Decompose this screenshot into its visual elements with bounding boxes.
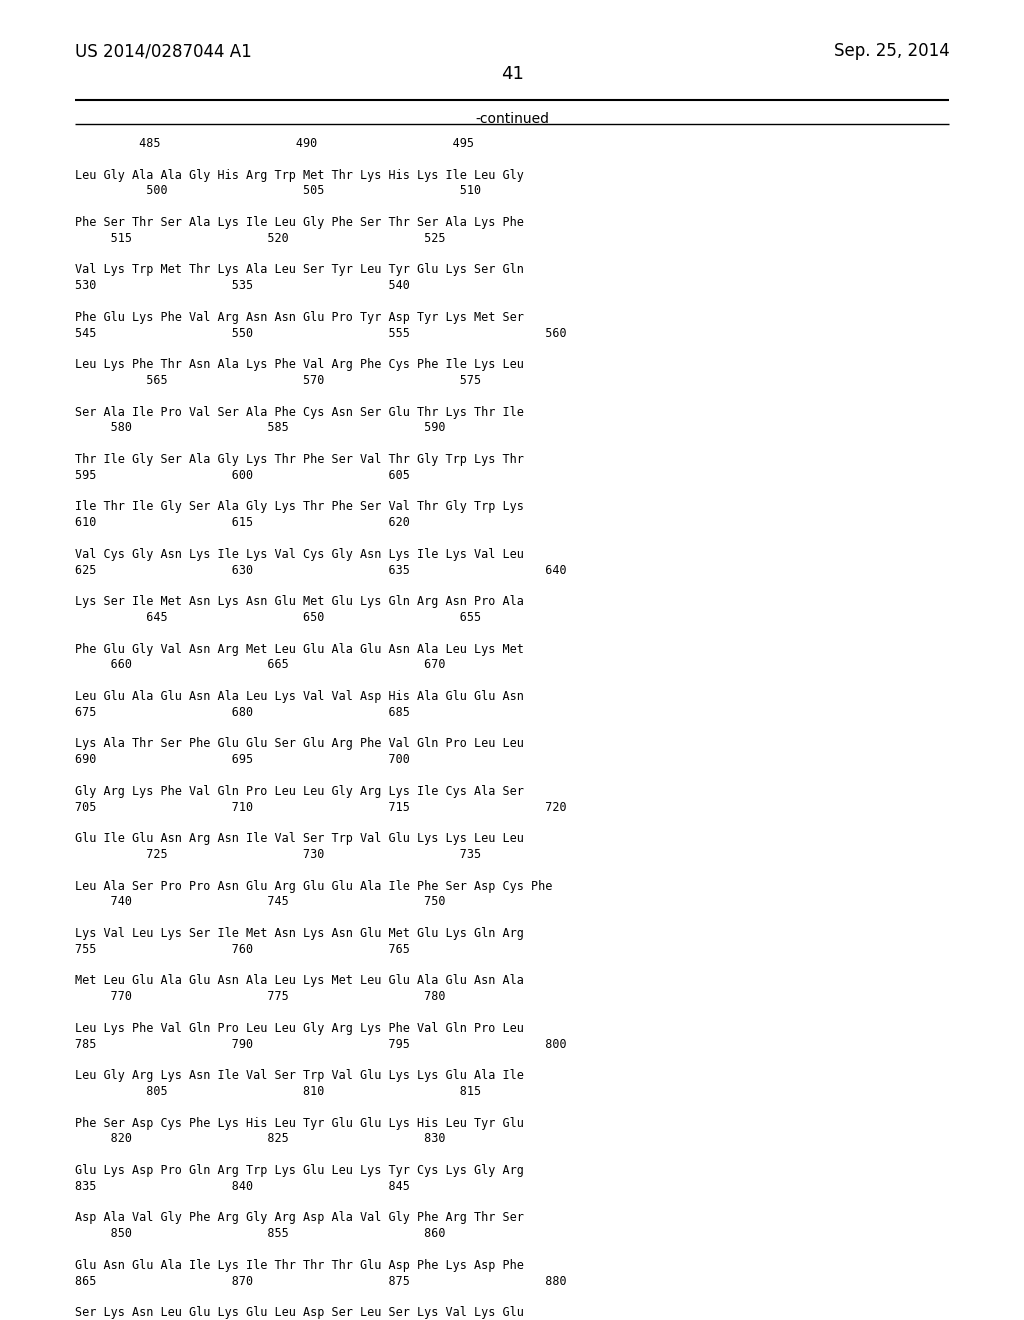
Text: 675                   680                   685: 675 680 685	[75, 706, 410, 719]
Text: 805                   810                   815: 805 810 815	[75, 1085, 481, 1098]
Text: Phe Ser Asp Cys Phe Lys His Leu Tyr Glu Glu Lys His Leu Tyr Glu: Phe Ser Asp Cys Phe Lys His Leu Tyr Glu …	[75, 1117, 524, 1130]
Text: US 2014/0287044 A1: US 2014/0287044 A1	[75, 42, 252, 59]
Text: Glu Lys Asp Pro Gln Arg Trp Lys Glu Leu Lys Tyr Cys Lys Gly Arg: Glu Lys Asp Pro Gln Arg Trp Lys Glu Leu …	[75, 1164, 524, 1177]
Text: 740                   745                   750: 740 745 750	[75, 895, 445, 908]
Text: 515                   520                   525: 515 520 525	[75, 232, 445, 244]
Text: 660                   665                   670: 660 665 670	[75, 659, 445, 672]
Text: Leu Lys Phe Val Gln Pro Leu Leu Gly Arg Lys Phe Val Gln Pro Leu: Leu Lys Phe Val Gln Pro Leu Leu Gly Arg …	[75, 1022, 524, 1035]
Text: Leu Gly Arg Lys Asn Ile Val Ser Trp Val Glu Lys Lys Glu Ala Ile: Leu Gly Arg Lys Asn Ile Val Ser Trp Val …	[75, 1069, 524, 1082]
Text: Glu Asn Glu Ala Ile Lys Ile Thr Thr Thr Glu Asp Phe Lys Asp Phe: Glu Asn Glu Ala Ile Lys Ile Thr Thr Thr …	[75, 1259, 524, 1271]
Text: Glu Ile Glu Asn Arg Asn Ile Val Ser Trp Val Glu Lys Lys Leu Leu: Glu Ile Glu Asn Arg Asn Ile Val Ser Trp …	[75, 832, 524, 845]
Text: 835                   840                   845: 835 840 845	[75, 1180, 410, 1193]
Text: Ser Ala Ile Pro Val Ser Ala Phe Cys Asn Ser Glu Thr Lys Thr Ile: Ser Ala Ile Pro Val Ser Ala Phe Cys Asn …	[75, 405, 524, 418]
Text: Leu Gly Ala Ala Gly His Arg Trp Met Thr Lys His Lys Ile Leu Gly: Leu Gly Ala Ala Gly His Arg Trp Met Thr …	[75, 169, 524, 182]
Text: Phe Ser Thr Ser Ala Lys Ile Leu Gly Phe Ser Thr Ser Ala Lys Phe: Phe Ser Thr Ser Ala Lys Ile Leu Gly Phe …	[75, 216, 524, 228]
Text: Phe Glu Lys Phe Val Arg Asn Asn Glu Pro Tyr Asp Tyr Lys Met Ser: Phe Glu Lys Phe Val Arg Asn Asn Glu Pro …	[75, 310, 524, 323]
Text: Ser Lys Asn Leu Glu Lys Glu Leu Asp Ser Leu Ser Lys Val Lys Glu: Ser Lys Asn Leu Glu Lys Glu Leu Asp Ser …	[75, 1307, 524, 1319]
Text: 820                   825                   830: 820 825 830	[75, 1133, 445, 1146]
Text: Lys Ser Ile Met Asn Lys Asn Glu Met Glu Lys Gln Arg Asn Pro Ala: Lys Ser Ile Met Asn Lys Asn Glu Met Glu …	[75, 595, 524, 609]
Text: Leu Lys Phe Thr Asn Ala Lys Phe Val Arg Phe Cys Phe Ile Lys Leu: Leu Lys Phe Thr Asn Ala Lys Phe Val Arg …	[75, 358, 524, 371]
Text: 645                   650                   655: 645 650 655	[75, 611, 481, 624]
Text: Val Lys Trp Met Thr Lys Ala Leu Ser Tyr Leu Tyr Glu Lys Ser Gln: Val Lys Trp Met Thr Lys Ala Leu Ser Tyr …	[75, 264, 524, 276]
Text: 41: 41	[501, 65, 523, 83]
Text: 755                   760                   765: 755 760 765	[75, 942, 410, 956]
Text: 770                   775                   780: 770 775 780	[75, 990, 445, 1003]
Text: Lys Ala Thr Ser Phe Glu Glu Ser Glu Arg Phe Val Gln Pro Leu Leu: Lys Ala Thr Ser Phe Glu Glu Ser Glu Arg …	[75, 738, 524, 750]
Text: Thr Ile Gly Ser Ala Gly Lys Thr Phe Ser Val Thr Gly Trp Lys Thr: Thr Ile Gly Ser Ala Gly Lys Thr Phe Ser …	[75, 453, 524, 466]
Text: 705                   710                   715                   720: 705 710 715 720	[75, 801, 566, 813]
Text: 610                   615                   620: 610 615 620	[75, 516, 410, 529]
Text: Met Leu Glu Ala Glu Asn Ala Leu Lys Met Leu Glu Ala Glu Asn Ala: Met Leu Glu Ala Glu Asn Ala Leu Lys Met …	[75, 974, 524, 987]
Text: 565                   570                   575: 565 570 575	[75, 374, 481, 387]
Text: 850                   855                   860: 850 855 860	[75, 1228, 445, 1241]
Text: 485                   490                   495: 485 490 495	[75, 137, 474, 150]
Text: 725                   730                   735: 725 730 735	[75, 847, 481, 861]
Text: Gly Arg Lys Phe Val Gln Pro Leu Leu Gly Arg Lys Ile Cys Ala Ser: Gly Arg Lys Phe Val Gln Pro Leu Leu Gly …	[75, 785, 524, 797]
Text: 530                   535                   540: 530 535 540	[75, 280, 410, 292]
Text: 865                   870                   875                   880: 865 870 875 880	[75, 1275, 566, 1287]
Text: 785                   790                   795                   800: 785 790 795 800	[75, 1038, 566, 1051]
Text: Val Cys Gly Asn Lys Ile Lys Val Cys Gly Asn Lys Ile Lys Val Leu: Val Cys Gly Asn Lys Ile Lys Val Cys Gly …	[75, 548, 524, 561]
Text: Leu Ala Ser Pro Pro Asn Glu Arg Glu Glu Ala Ile Phe Ser Asp Cys Phe: Leu Ala Ser Pro Pro Asn Glu Arg Glu Glu …	[75, 879, 552, 892]
Text: 690                   695                   700: 690 695 700	[75, 754, 410, 766]
Text: 545                   550                   555                   560: 545 550 555 560	[75, 326, 566, 339]
Text: Sep. 25, 2014: Sep. 25, 2014	[835, 42, 950, 59]
Text: 595                   600                   605: 595 600 605	[75, 469, 410, 482]
Text: Leu Glu Ala Glu Asn Ala Leu Lys Val Val Asp His Ala Glu Glu Asn: Leu Glu Ala Glu Asn Ala Leu Lys Val Val …	[75, 690, 524, 704]
Text: 625                   630                   635                   640: 625 630 635 640	[75, 564, 566, 577]
Text: 500                   505                   510: 500 505 510	[75, 185, 481, 198]
Text: 580                   585                   590: 580 585 590	[75, 421, 445, 434]
Text: Lys Val Leu Lys Ser Ile Met Asn Lys Asn Glu Met Glu Lys Gln Arg: Lys Val Leu Lys Ser Ile Met Asn Lys Asn …	[75, 927, 524, 940]
Text: Ile Thr Ile Gly Ser Ala Gly Lys Thr Phe Ser Val Thr Gly Trp Lys: Ile Thr Ile Gly Ser Ala Gly Lys Thr Phe …	[75, 500, 524, 513]
Text: Phe Glu Gly Val Asn Arg Met Leu Glu Ala Glu Asn Ala Leu Lys Met: Phe Glu Gly Val Asn Arg Met Leu Glu Ala …	[75, 643, 524, 656]
Text: -continued: -continued	[475, 112, 549, 125]
Text: Asp Ala Val Gly Phe Arg Gly Arg Asp Ala Val Gly Phe Arg Thr Ser: Asp Ala Val Gly Phe Arg Gly Arg Asp Ala …	[75, 1212, 524, 1225]
